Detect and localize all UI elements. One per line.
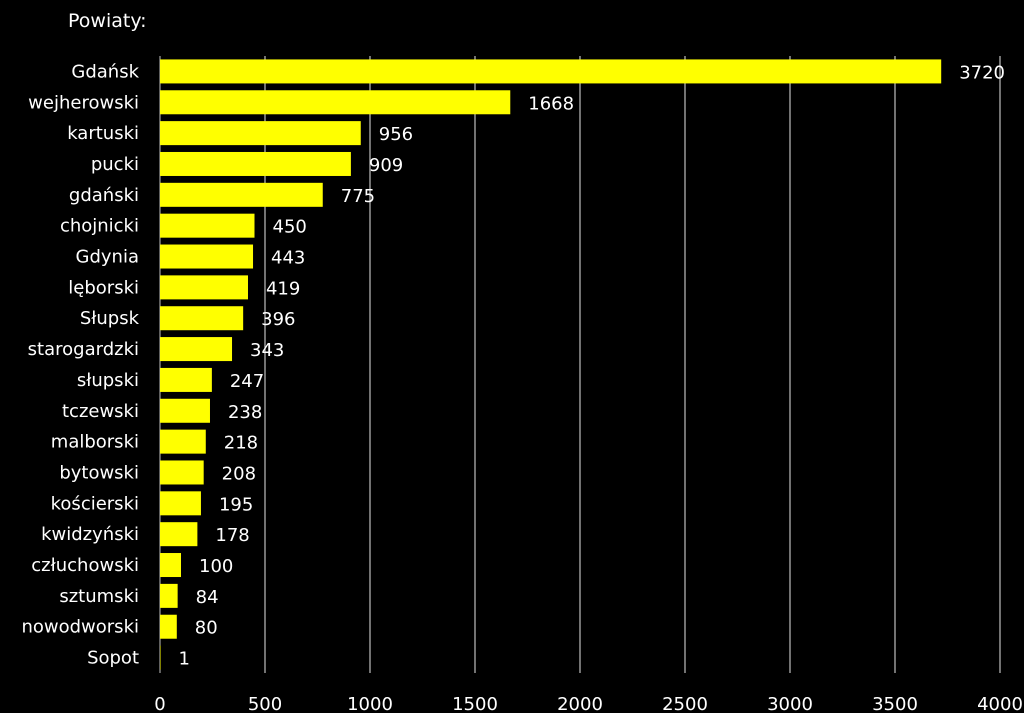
data-label: 178	[215, 525, 249, 546]
category-label: słupski	[77, 370, 139, 391]
category-label: tczewski	[62, 401, 139, 422]
category-label: bytowski	[59, 462, 139, 483]
bar	[160, 121, 361, 146]
x-tick-label: 0	[154, 694, 165, 713]
x-tick-label: 4000	[977, 694, 1023, 713]
bar	[160, 275, 248, 300]
bar	[160, 337, 233, 362]
chart-title: Powiaty:	[68, 10, 147, 32]
bar	[160, 182, 323, 207]
data-label: 1668	[528, 93, 574, 114]
bar	[160, 306, 244, 331]
data-label: 208	[222, 463, 256, 484]
category-label: Sopot	[87, 648, 139, 669]
data-label: 1	[179, 649, 190, 670]
data-label: 247	[230, 371, 264, 392]
x-tick-label: 2500	[662, 694, 708, 713]
bar	[160, 151, 351, 176]
data-label: 195	[219, 494, 253, 515]
x-tick-label: 2000	[557, 694, 603, 713]
bar	[160, 614, 177, 639]
category-label: lęborski	[68, 277, 139, 298]
data-label: 100	[199, 556, 233, 577]
category-label: Gdynia	[76, 247, 139, 268]
data-label: 396	[261, 309, 295, 330]
category-label: nowodworski	[21, 617, 139, 638]
x-tick-label: 1500	[452, 694, 498, 713]
data-label: 419	[266, 278, 300, 299]
category-label: kartuski	[67, 123, 139, 144]
data-label: 3720	[959, 62, 1005, 83]
bar	[160, 59, 942, 84]
category-label: starogardzki	[28, 339, 139, 360]
data-label: 84	[196, 587, 219, 608]
data-label: 450	[273, 217, 307, 238]
category-label: człuchowski	[31, 555, 139, 576]
x-tick-label: 500	[248, 694, 282, 713]
bar	[160, 398, 210, 423]
category-label: gdański	[69, 185, 139, 206]
category-label: kościerski	[51, 493, 139, 514]
data-label: 343	[250, 340, 284, 361]
category-label: sztumski	[59, 586, 139, 607]
bar	[160, 90, 511, 115]
bar	[160, 522, 198, 547]
data-label: 909	[369, 155, 403, 176]
bar	[160, 429, 206, 454]
bar	[160, 244, 254, 269]
x-tick-label: 3500	[872, 694, 918, 713]
data-label: 775	[341, 186, 375, 207]
category-label: Gdańsk	[71, 61, 139, 82]
category-label: kwidzyński	[41, 524, 139, 545]
data-label: 80	[195, 618, 218, 639]
bar	[160, 583, 178, 608]
data-label: 443	[271, 248, 305, 269]
category-label: pucki	[91, 154, 139, 175]
bar	[160, 460, 204, 485]
data-label: 238	[228, 402, 262, 423]
bar	[160, 213, 255, 238]
category-label: Słupsk	[80, 308, 140, 329]
data-label: 956	[379, 124, 413, 145]
bar	[160, 645, 161, 670]
category-label: wejherowski	[28, 92, 139, 113]
data-label: 218	[224, 433, 258, 454]
x-tick-label: 3000	[767, 694, 813, 713]
bar	[160, 491, 201, 516]
category-label: chojnicki	[60, 216, 139, 237]
bar	[160, 367, 212, 392]
x-tick-label: 1000	[347, 694, 393, 713]
category-label: malborski	[51, 432, 139, 453]
bar	[160, 553, 181, 578]
